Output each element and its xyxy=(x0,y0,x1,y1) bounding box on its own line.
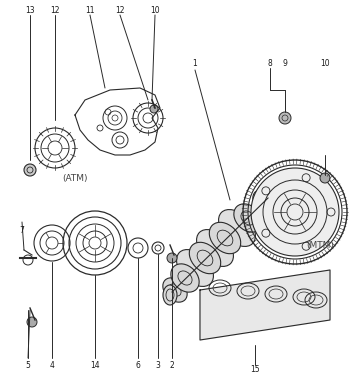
Circle shape xyxy=(251,168,339,256)
Text: 10: 10 xyxy=(320,58,330,67)
Text: 8: 8 xyxy=(267,58,272,67)
Text: 6: 6 xyxy=(135,361,140,370)
Circle shape xyxy=(320,173,330,183)
Circle shape xyxy=(150,105,158,113)
Text: 15: 15 xyxy=(250,365,260,374)
Ellipse shape xyxy=(219,209,256,246)
Ellipse shape xyxy=(234,204,262,232)
Text: 2: 2 xyxy=(170,361,174,370)
Polygon shape xyxy=(200,270,330,340)
Text: 14: 14 xyxy=(90,361,100,370)
Circle shape xyxy=(24,164,36,176)
Ellipse shape xyxy=(189,242,221,274)
Ellipse shape xyxy=(163,278,187,302)
Circle shape xyxy=(279,112,291,124)
Text: (MTM): (MTM) xyxy=(306,240,334,249)
Ellipse shape xyxy=(209,222,241,254)
Ellipse shape xyxy=(177,249,213,286)
Text: 7: 7 xyxy=(20,226,25,234)
Text: 9: 9 xyxy=(283,58,287,67)
Text: 5: 5 xyxy=(26,361,31,370)
Text: 12: 12 xyxy=(115,6,125,15)
Circle shape xyxy=(167,253,177,263)
Ellipse shape xyxy=(197,230,233,266)
Circle shape xyxy=(27,317,37,327)
Text: (ATM): (ATM) xyxy=(62,174,88,183)
Text: 1: 1 xyxy=(193,58,197,67)
Ellipse shape xyxy=(253,190,277,214)
Text: 10: 10 xyxy=(150,6,160,15)
Text: 3: 3 xyxy=(155,361,160,370)
Text: 12: 12 xyxy=(50,6,60,15)
Text: 11: 11 xyxy=(85,6,95,15)
Ellipse shape xyxy=(163,285,177,305)
Ellipse shape xyxy=(171,264,199,292)
Text: 13: 13 xyxy=(25,6,35,15)
Text: 4: 4 xyxy=(49,361,54,370)
